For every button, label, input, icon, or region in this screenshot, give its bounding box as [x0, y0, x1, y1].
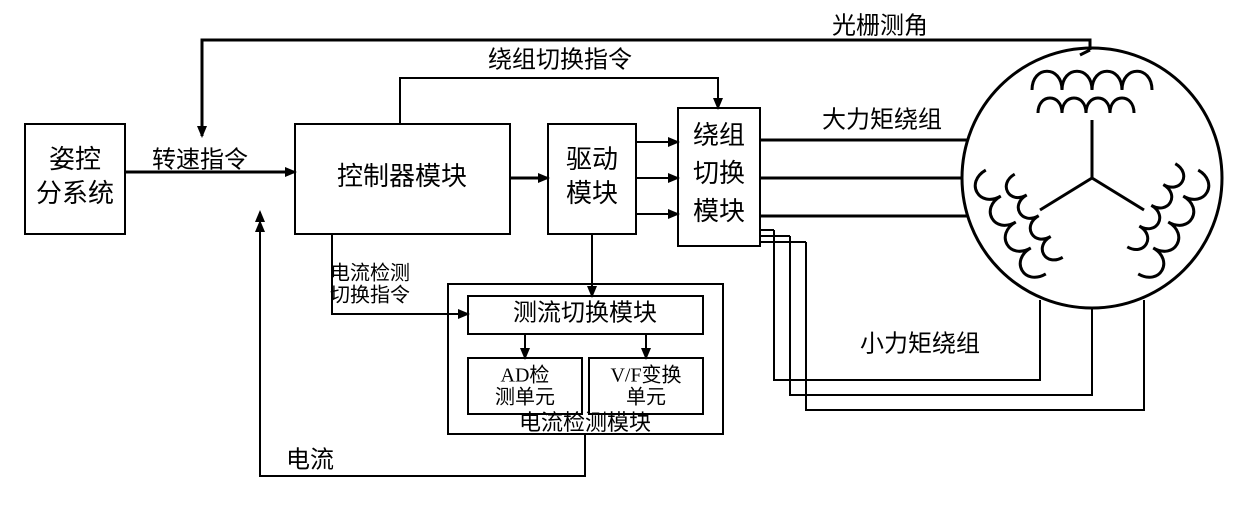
vf-line2: 单元	[626, 386, 666, 409]
subsystem-line2: 分系统	[36, 179, 114, 208]
current-fb	[260, 212, 585, 476]
controller-label: 控制器模块	[337, 162, 467, 191]
current-feedback-line	[260, 222, 585, 476]
low-torque-1	[774, 246, 1040, 380]
grating-feedback-line	[202, 40, 1090, 136]
switcher-line1: 绕组	[693, 121, 745, 150]
cur-cmd-label-2: 切换指令	[330, 284, 410, 307]
low-torque-2	[790, 246, 1092, 395]
speed-cmd-label: 转速指令	[152, 147, 248, 174]
driver-box: 驱动 模块	[548, 124, 636, 234]
subsystem-box: 姿控 分系统	[25, 124, 125, 234]
ad-line2: 测单元	[495, 386, 555, 409]
motor-icon	[962, 48, 1222, 308]
detect-module-label: 电流检测模块	[519, 410, 651, 435]
high-torque-label: 大力矩绕组	[822, 107, 942, 134]
driver-line2: 模块	[566, 179, 618, 208]
cur-cmd-label-1: 电流检测	[330, 262, 410, 285]
switcher-line3: 模块	[693, 197, 745, 226]
controller-box: 控制器模块	[295, 124, 510, 234]
low-torque-label: 小力矩绕组	[860, 331, 980, 358]
grating-label: 光栅测角	[832, 13, 928, 40]
current-label: 电流	[286, 447, 334, 474]
driver-line1: 驱动	[566, 145, 618, 174]
subsystem-line1: 姿控	[49, 145, 101, 174]
wind-cmd-label: 绕组切换指令	[488, 47, 632, 74]
current-detect-module: 测流切换模块 AD检 测单元 V/F变换 单元 电流检测模块	[448, 284, 723, 435]
ad-line1: AD检	[501, 364, 550, 387]
low-torque-3	[806, 246, 1144, 410]
vf-line1: V/F变换	[610, 364, 681, 387]
wind-cmd-line	[400, 78, 718, 124]
switcher-box: 绕组 切换 模块	[678, 108, 760, 246]
flow-switch-label: 测流切换模块	[513, 300, 657, 327]
switcher-line2: 切换	[693, 159, 745, 188]
